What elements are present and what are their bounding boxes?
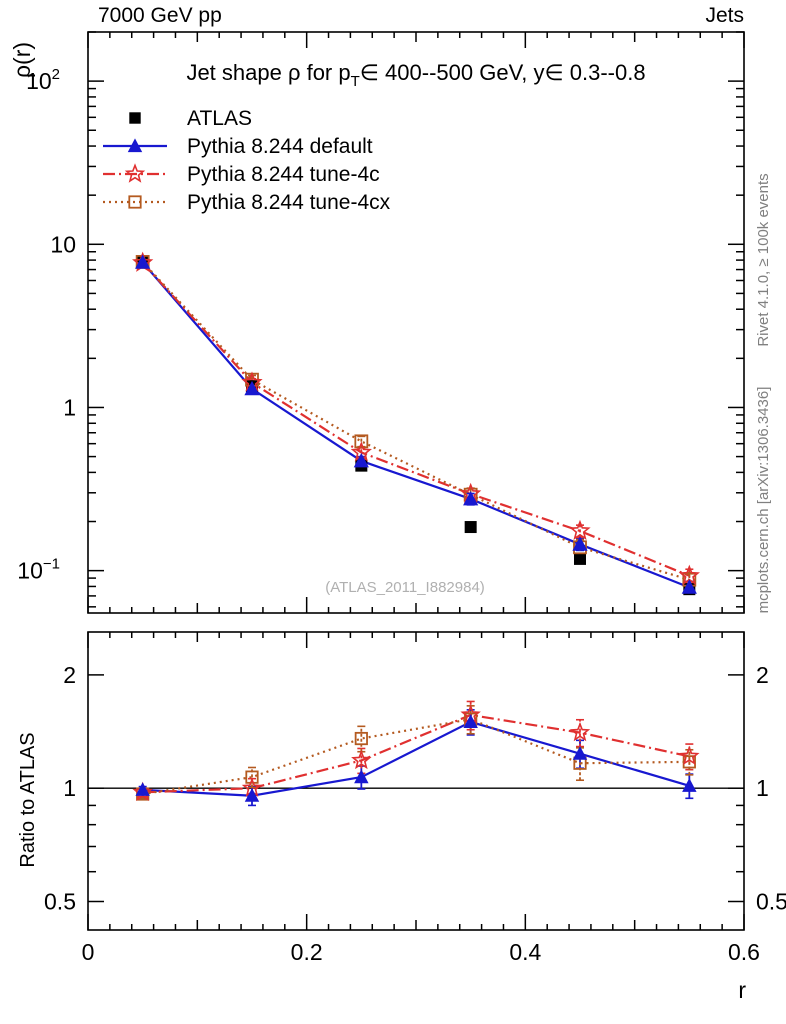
data-marker (135, 782, 150, 796)
ratio-yaxis-label: Ratio to ATLAS (17, 732, 39, 867)
legend-label: ATLAS (187, 107, 252, 130)
legend-label: Pythia 8.244 tune-4c (187, 163, 380, 186)
main-panel-title: Jet shape ρ for pT∈ 400--500 GeV, y∈ 0.3… (186, 60, 645, 90)
legend-label: Pythia 8.244 tune-4cx (187, 191, 391, 214)
data-marker (682, 755, 696, 769)
data-marker (354, 731, 368, 746)
data-line (142, 720, 690, 797)
data-marker (569, 721, 591, 742)
legend-item-2[interactable]: Pythia 8.244 default (103, 135, 373, 158)
data-marker (135, 254, 151, 269)
data-marker (463, 490, 479, 506)
data-line (142, 718, 690, 796)
dataset-watermark: (ATLAS_2011_I882984) (325, 579, 485, 596)
data-marker (464, 521, 477, 534)
ratio-ytick-label-right: 0.5 (756, 888, 786, 914)
rivet-version-label: Rivet 4.1.0, ≥ 100k events (755, 173, 772, 346)
ratio-panel-frame (87, 631, 745, 931)
data-marker (682, 778, 697, 792)
legend-label: Pythia 8.244 default (187, 135, 373, 158)
data-marker (353, 452, 369, 468)
xtick-label: 0 (82, 939, 95, 965)
data-marker (129, 112, 141, 124)
main-yaxis-label: ρ(r) (9, 42, 35, 78)
data-line (142, 713, 690, 794)
data-marker (572, 746, 588, 760)
xtick-label: 0.2 (291, 939, 323, 965)
legend-item-1[interactable]: ATLAS (129, 107, 252, 130)
legend-item-4[interactable]: Pythia 8.244 tune-4cx (103, 191, 391, 214)
data-marker (463, 714, 478, 728)
xaxis-label: r (738, 977, 746, 1003)
data-marker (351, 749, 372, 770)
data-marker (245, 770, 259, 784)
ratio-ytick-label-left: 2 (63, 662, 76, 688)
data-line (141, 262, 690, 577)
data-marker (127, 138, 143, 153)
main-ytick-label: 10 (50, 231, 76, 257)
data-marker (354, 769, 369, 784)
data-marker (244, 380, 260, 396)
legend-item-3[interactable]: Pythia 8.244 tune-4c (103, 163, 380, 186)
data-marker (244, 788, 260, 802)
data-marker (128, 195, 142, 209)
data-line (141, 261, 690, 581)
data-line (141, 261, 690, 589)
main-ytick-label: 10−1 (17, 556, 60, 584)
data-marker (354, 434, 369, 449)
data-marker (124, 163, 146, 183)
ratio-ytick-label-right: 2 (756, 662, 769, 688)
data-marker (572, 536, 588, 551)
ratio-ytick-label-left: 0.5 (44, 888, 76, 914)
data-marker (679, 745, 700, 766)
data-marker (681, 579, 697, 594)
xtick-label: 0.4 (509, 939, 541, 965)
data-marker (569, 519, 591, 541)
ratio-ytick-label-left: 1 (63, 775, 76, 801)
xtick-label: 0.6 (728, 939, 760, 965)
data-marker (574, 552, 586, 565)
data-marker (132, 781, 153, 802)
header-left-label: 7000 GeV pp (98, 4, 222, 27)
mcplots-source-label: mcplots.cern.ch [arXiv:1306.3436] (755, 387, 772, 614)
header-right-label: Jets (705, 4, 744, 27)
main-ytick-label: 1 (63, 394, 76, 420)
ratio-ytick-label-right: 1 (756, 775, 769, 801)
